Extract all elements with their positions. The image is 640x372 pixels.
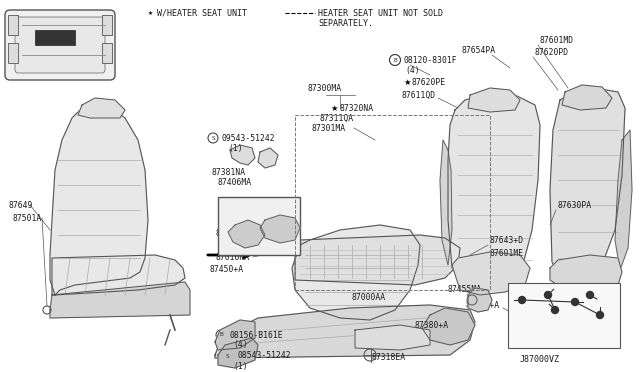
Text: 87363+A: 87363+A <box>216 228 250 237</box>
Text: 87654PA: 87654PA <box>462 45 496 55</box>
Polygon shape <box>422 308 475 345</box>
Polygon shape <box>260 215 300 243</box>
Text: 87620PE: 87620PE <box>412 77 446 87</box>
Text: 87300MA: 87300MA <box>308 83 342 93</box>
Text: 09543-51242: 09543-51242 <box>222 134 276 142</box>
Text: 87649: 87649 <box>8 201 33 209</box>
Text: SEPARATELY.: SEPARATELY. <box>318 19 373 28</box>
Polygon shape <box>215 305 475 358</box>
Polygon shape <box>615 130 632 270</box>
Text: HEATER SEAT UNIT NOT SOLD: HEATER SEAT UNIT NOT SOLD <box>318 9 443 17</box>
Bar <box>218 197 300 255</box>
Text: 87000AA: 87000AA <box>352 294 386 302</box>
Circle shape <box>545 292 552 298</box>
Polygon shape <box>292 225 420 320</box>
Text: 87406MA: 87406MA <box>217 177 251 186</box>
Bar <box>102 15 112 35</box>
Circle shape <box>572 298 579 305</box>
Text: 87501A: 87501A <box>12 214 41 222</box>
Text: J87000VZ: J87000VZ <box>520 356 560 365</box>
FancyBboxPatch shape <box>15 17 105 73</box>
Polygon shape <box>550 88 625 285</box>
Circle shape <box>586 292 593 298</box>
Text: (4): (4) <box>233 340 248 350</box>
Text: (1): (1) <box>233 362 248 371</box>
Polygon shape <box>448 93 540 290</box>
Text: 87601MD: 87601MD <box>540 35 574 45</box>
Circle shape <box>596 311 604 318</box>
Polygon shape <box>355 325 430 350</box>
Text: B: B <box>393 58 397 62</box>
Text: (1): (1) <box>228 144 243 153</box>
Polygon shape <box>550 255 622 290</box>
Polygon shape <box>50 282 190 318</box>
Polygon shape <box>258 148 278 168</box>
Polygon shape <box>218 338 258 368</box>
Polygon shape <box>215 320 255 350</box>
Polygon shape <box>468 88 520 112</box>
Text: S: S <box>225 202 229 208</box>
Text: 87611QD: 87611QD <box>402 90 436 99</box>
Polygon shape <box>228 220 265 248</box>
Text: ★: ★ <box>148 9 153 17</box>
Bar <box>102 43 112 63</box>
Text: 87601ME: 87601ME <box>490 248 524 257</box>
Text: 08120-8301F: 08120-8301F <box>404 55 458 64</box>
Polygon shape <box>452 252 530 295</box>
Polygon shape <box>230 145 255 165</box>
Text: 87620PD: 87620PD <box>535 48 569 57</box>
Text: S: S <box>211 135 215 141</box>
Bar <box>8 43 18 63</box>
Text: 87301MA: 87301MA <box>312 124 346 132</box>
Text: (2): (2) <box>233 211 248 219</box>
Polygon shape <box>562 85 612 110</box>
Bar <box>295 115 490 290</box>
Text: 08543-51242: 08543-51242 <box>237 201 291 209</box>
Text: 87630PA: 87630PA <box>558 201 592 209</box>
Circle shape <box>518 296 525 304</box>
Text: S: S <box>225 202 229 208</box>
Text: 87318EA: 87318EA <box>372 353 406 362</box>
Text: S: S <box>225 353 229 359</box>
Text: 08543-51242: 08543-51242 <box>237 352 291 360</box>
Text: 87643+D: 87643+D <box>490 235 524 244</box>
Text: (4): (4) <box>405 65 420 74</box>
Text: W/HEATER SEAT UNIT: W/HEATER SEAT UNIT <box>157 9 247 17</box>
Polygon shape <box>52 255 185 295</box>
Text: 87450+A: 87450+A <box>210 266 244 275</box>
Bar <box>8 15 18 35</box>
Text: 87455MA: 87455MA <box>448 285 482 295</box>
Polygon shape <box>440 140 452 265</box>
Bar <box>508 283 620 348</box>
Text: 87069+A: 87069+A <box>466 301 500 310</box>
Text: ★: ★ <box>330 103 337 112</box>
Text: 08156-B161E: 08156-B161E <box>230 330 284 340</box>
Polygon shape <box>468 288 492 312</box>
Text: 87016NA: 87016NA <box>215 253 249 262</box>
FancyBboxPatch shape <box>5 10 115 80</box>
Polygon shape <box>295 235 460 285</box>
Text: 87380+A: 87380+A <box>415 321 449 330</box>
Text: B: B <box>219 333 223 337</box>
Polygon shape <box>78 98 125 118</box>
Polygon shape <box>50 105 148 295</box>
Bar <box>35 30 75 45</box>
Circle shape <box>552 307 559 314</box>
Text: ★: ★ <box>403 77 410 87</box>
Text: 87381NA: 87381NA <box>212 167 246 176</box>
Text: 87311QA: 87311QA <box>320 113 354 122</box>
Text: 87320NA: 87320NA <box>340 103 374 112</box>
